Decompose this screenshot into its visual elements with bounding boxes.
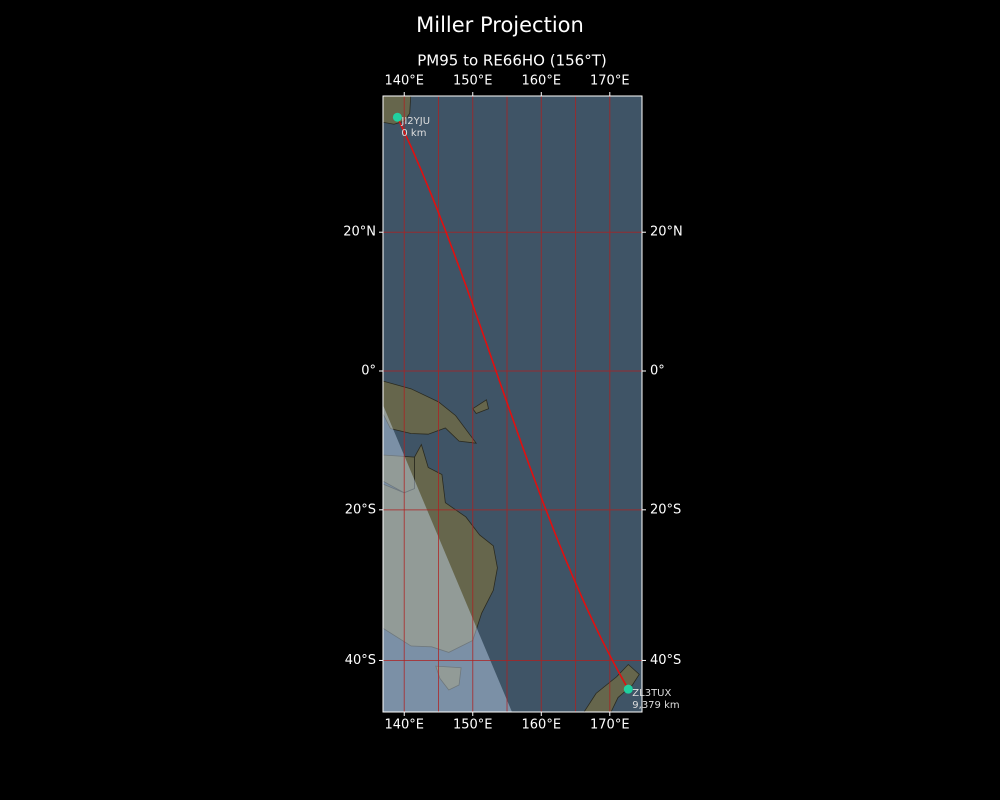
station-distance: 9,379 km	[632, 700, 679, 711]
subtitle: PM95 to RE66HO (156°T)	[417, 52, 607, 70]
y-tick-label: 20°S	[650, 502, 681, 517]
y-tick-label: 20°S	[345, 502, 376, 517]
station-name: ZL3TUX	[632, 688, 671, 699]
y-tick-label: 0°	[361, 364, 376, 379]
landmass	[383, 380, 478, 444]
station-marker	[623, 684, 633, 694]
landmass	[383, 443, 498, 653]
y-tick-label: 20°N	[343, 225, 376, 240]
title: Miller Projection	[416, 13, 584, 37]
station-distance: 0 km	[401, 128, 426, 139]
x-tick-label: 150°E	[453, 74, 493, 89]
y-tick-label: 40°S	[345, 653, 376, 668]
x-tick-label: 160°E	[522, 718, 562, 733]
x-tick-label: 170°E	[590, 718, 630, 733]
landmass	[472, 399, 489, 415]
y-tick-label: 0°	[650, 364, 665, 379]
landmass	[435, 665, 462, 691]
map-frame	[382, 95, 643, 713]
y-tick-label: 20°N	[650, 225, 683, 240]
x-tick-label: 140°E	[384, 718, 424, 733]
daylight	[383, 405, 512, 712]
y-tick-label: 40°S	[650, 653, 681, 668]
station-name: JI2YJU	[400, 116, 430, 127]
station-marker	[392, 112, 402, 122]
route-line	[396, 116, 629, 690]
x-tick-label: 170°E	[590, 74, 630, 89]
x-tick-label: 150°E	[453, 718, 493, 733]
x-tick-label: 160°E	[522, 74, 562, 89]
x-tick-label: 140°E	[384, 74, 424, 89]
